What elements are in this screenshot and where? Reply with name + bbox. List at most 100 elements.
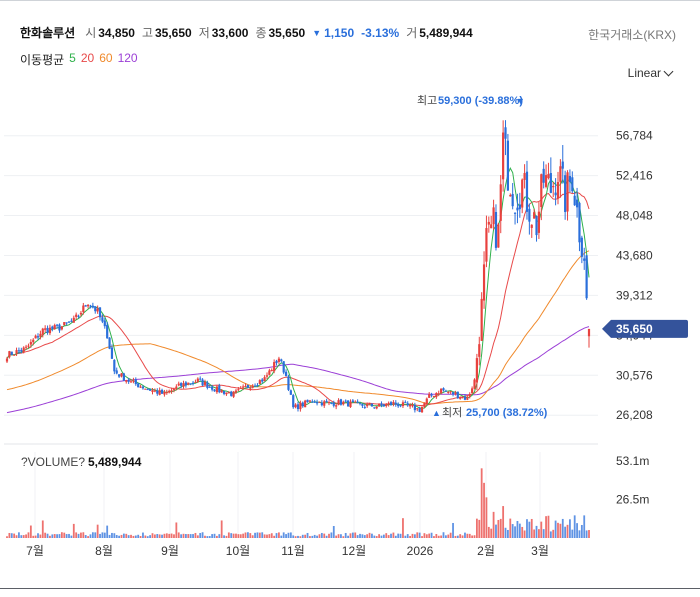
volume-axis: 53.1m 26.5m xyxy=(616,454,649,507)
volume-bar xyxy=(125,533,128,538)
volume-bar xyxy=(394,535,397,538)
volume-bar xyxy=(485,497,488,538)
volume-bar xyxy=(294,536,297,538)
candle-body xyxy=(583,258,586,261)
candle-body xyxy=(587,328,591,337)
volume-bar xyxy=(99,533,101,538)
candle-body xyxy=(485,228,488,262)
candle-body xyxy=(575,199,579,208)
volume-bar xyxy=(106,525,109,538)
price-tick-label: 52,416 xyxy=(616,169,653,183)
candle-body xyxy=(79,312,83,315)
candle-body xyxy=(63,322,66,326)
candle-body xyxy=(13,354,16,356)
candle-body xyxy=(504,127,507,139)
volume-bar xyxy=(122,533,125,538)
max-label: 최고 xyxy=(417,94,437,107)
candle-body xyxy=(122,373,125,381)
volume-bar xyxy=(153,534,156,538)
ma-20[interactable]: 20 xyxy=(80,51,95,65)
volume-bar xyxy=(46,533,49,538)
volume-bar xyxy=(91,532,94,538)
volume-bar xyxy=(411,533,414,538)
volume-bar xyxy=(60,532,63,538)
candle-body xyxy=(351,400,354,403)
moving-average-legend: 이동평균 5 20 60 120 xyxy=(20,51,138,68)
candle-body xyxy=(561,161,564,169)
max-down-icon: ▼ xyxy=(516,96,525,106)
candle-body xyxy=(218,385,221,393)
candle-body xyxy=(449,391,452,393)
volume-bar xyxy=(499,518,502,538)
candle-body xyxy=(82,305,85,313)
ma-60[interactable]: 60 xyxy=(99,51,113,65)
candle-body xyxy=(110,347,114,359)
volume-bar xyxy=(211,534,214,538)
volume-bar xyxy=(115,534,118,538)
volume-bar xyxy=(497,519,500,538)
volume-bar xyxy=(254,532,256,538)
volume-bar xyxy=(330,532,333,538)
volume-bar xyxy=(375,536,378,538)
volume-bar xyxy=(77,533,80,538)
down-triangle-icon: ▼ xyxy=(312,27,322,38)
volume-bar xyxy=(139,536,142,538)
candle-body xyxy=(585,255,588,299)
candle-body xyxy=(96,308,99,312)
candle-body xyxy=(497,224,500,248)
volume-bar xyxy=(6,536,8,538)
volume-bar xyxy=(340,534,342,538)
candle-body xyxy=(454,392,457,394)
candle-body xyxy=(523,173,526,180)
scale-dropdown[interactable]: Linear xyxy=(628,66,674,80)
time-tick-label: 7월 xyxy=(26,544,44,558)
volume-bar xyxy=(194,532,197,538)
candle-body xyxy=(337,400,340,405)
candle-body xyxy=(137,383,140,388)
candle-body xyxy=(72,317,75,323)
volume-bar xyxy=(564,526,567,538)
open-value: 34,850 xyxy=(98,25,135,40)
candle-body xyxy=(339,399,343,405)
volume-bar xyxy=(545,516,547,538)
volume-bar xyxy=(249,533,252,538)
volume-bar xyxy=(454,535,457,538)
time-tick-label: 12월 xyxy=(342,544,366,558)
volume-bar xyxy=(8,532,11,538)
volume-bar xyxy=(130,534,132,538)
volume-bar xyxy=(216,535,218,538)
candle-body xyxy=(94,306,97,312)
ma-120[interactable]: 120 xyxy=(117,51,138,65)
volume-bar xyxy=(156,534,159,538)
candle-body xyxy=(435,392,438,398)
candle-body xyxy=(180,383,183,386)
candle-body xyxy=(325,400,328,403)
volume-bar xyxy=(404,535,407,538)
price-tick-label: 26,208 xyxy=(616,408,653,422)
volume-bar xyxy=(175,522,178,538)
volume-bar xyxy=(368,532,371,538)
ma-5[interactable]: 5 xyxy=(69,51,76,65)
volume-bar xyxy=(18,532,20,538)
candle-body xyxy=(425,398,428,405)
candle-body xyxy=(571,177,574,192)
candle-body xyxy=(346,400,350,407)
volume-bar xyxy=(223,535,225,538)
candle-body xyxy=(380,403,383,406)
candle-body xyxy=(554,192,557,196)
volume-bar xyxy=(437,535,440,538)
high-value: 35,650 xyxy=(155,25,192,40)
price-tick-label: 43,680 xyxy=(616,248,653,262)
volume-bar xyxy=(89,534,92,538)
candle-body xyxy=(53,325,56,330)
candle-body xyxy=(327,401,331,404)
candle-body xyxy=(511,193,514,207)
volume-bar xyxy=(578,530,581,538)
candle-body xyxy=(108,337,111,349)
candle-body xyxy=(256,385,259,387)
volume-bar xyxy=(433,536,435,538)
candle-body xyxy=(106,324,109,339)
candle-body xyxy=(101,317,104,322)
candle-body xyxy=(89,305,92,307)
